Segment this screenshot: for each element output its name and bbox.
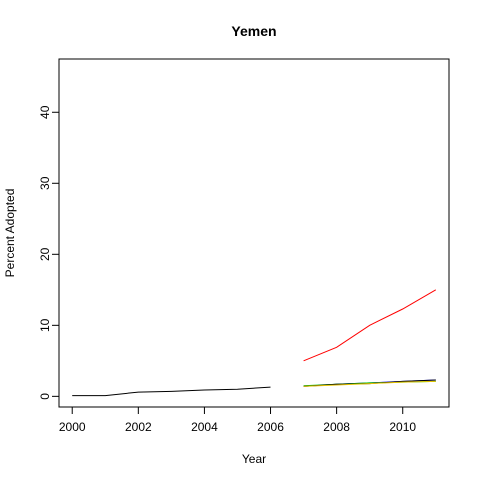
series-line-5 — [303, 380, 436, 387]
y-tick-label: 0 — [38, 393, 52, 400]
x-axis-label: Year — [242, 452, 266, 466]
series-line-0 — [72, 386, 271, 397]
x-tick-label: 2002 — [125, 420, 152, 434]
x-tick-label: 2004 — [191, 420, 218, 434]
x-tick-label: 2000 — [59, 420, 86, 434]
y-tick-label: 20 — [38, 247, 52, 261]
x-tick-label: 2008 — [323, 420, 350, 434]
series-layer — [72, 289, 437, 397]
y-tick-label: 10 — [38, 318, 52, 332]
x-axis: 2000 2002 2004 2006 2008 2010 — [59, 406, 416, 434]
chart-title: Yemen — [231, 23, 276, 39]
y-tick-label: 30 — [38, 176, 52, 190]
y-axis: 0 10 20 30 40 — [38, 105, 60, 400]
plot-frame — [58, 58, 450, 408]
x-tick-label: 2006 — [257, 420, 284, 434]
y-tick-label: 40 — [38, 105, 52, 119]
y-axis-label: Percent Adopted — [3, 189, 17, 278]
series-line-1 — [303, 289, 437, 362]
x-tick-label: 2010 — [389, 420, 416, 434]
